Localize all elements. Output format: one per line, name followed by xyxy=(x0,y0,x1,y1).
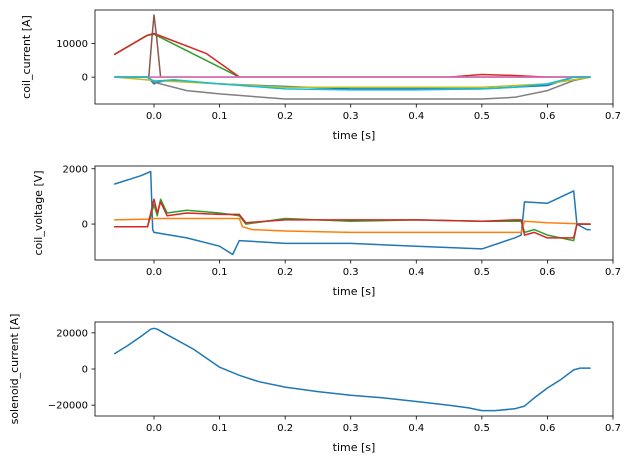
x-tick-label: 0.2 xyxy=(277,267,293,278)
series-group xyxy=(113,170,591,256)
y-tick-label: 20000 xyxy=(56,328,88,339)
x-tick-label: 0.7 xyxy=(605,267,621,278)
series-group xyxy=(113,14,591,100)
x-tick-label: 0.2 xyxy=(277,111,293,122)
x-tick-label: 0.0 xyxy=(146,267,162,278)
x-tick-label: 0.6 xyxy=(539,111,555,122)
y-axis-label: coil_voltage [V] xyxy=(32,170,45,255)
x-tick-label: 0.1 xyxy=(212,111,228,122)
axes-frame xyxy=(94,9,614,105)
series-line-voltage-2 xyxy=(113,217,591,234)
y-tick-label: 2000 xyxy=(63,164,88,175)
subplot-coil-current: 0.0 0.1 0.2 0.3 0.4 0.5 0.6 0.7 0 10000 time [s] co… xyxy=(20,9,621,142)
x-tick-label: 0.1 xyxy=(212,423,228,434)
series-line-voltage-1 xyxy=(113,170,591,256)
x-tick-label: 0.0 xyxy=(146,111,162,122)
x-tick-label: 0.1 xyxy=(212,267,228,278)
x-tick-label: 0.6 xyxy=(539,267,555,278)
y-axis-label: solenoid_current [A] xyxy=(8,314,21,425)
y-tick-label: 0 xyxy=(82,73,88,84)
y-tick-label: 10000 xyxy=(56,39,88,50)
x-tick-label: 0.7 xyxy=(605,423,621,434)
x-axis-label: time [s] xyxy=(333,285,376,298)
series-line-voltage-4 xyxy=(113,198,591,239)
x-tick-label: 0.7 xyxy=(605,111,621,122)
x-tick-label: 0.4 xyxy=(408,267,424,278)
x-axis-label: time [s] xyxy=(333,129,376,142)
x-tick-label: 0.4 xyxy=(408,111,424,122)
subplot-coil-voltage: 0.0 0.1 0.2 0.3 0.4 0.5 0.6 0.7 0 2000 time [s] coi… xyxy=(32,164,621,298)
y-tick-label: −20000 xyxy=(48,401,88,412)
x-tick-label: 0.3 xyxy=(343,423,359,434)
x-tick-label: 0.5 xyxy=(474,267,490,278)
y-axis-label: coil_current [A] xyxy=(20,15,33,99)
y-tick-label: 0 xyxy=(82,365,88,376)
x-tick-label: 0.5 xyxy=(474,423,490,434)
axes-frame xyxy=(94,165,614,261)
series-group xyxy=(113,327,591,412)
x-tick-label: 0.3 xyxy=(343,267,359,278)
x-tick-label: 0.5 xyxy=(474,111,490,122)
subplot-solenoid-current: 0.0 0.1 0.2 0.3 0.4 0.5 0.6 0.7 −20000 0 20000 time… xyxy=(8,314,621,454)
series-line-solenoid xyxy=(113,327,591,412)
x-tick-label: 0.4 xyxy=(408,423,424,434)
x-tick-label: 0.0 xyxy=(146,423,162,434)
x-axis-label: time [s] xyxy=(333,441,376,454)
x-tick-label: 0.2 xyxy=(277,423,293,434)
series-line-coil-10 xyxy=(113,76,591,91)
y-tick-label: 0 xyxy=(82,220,88,231)
x-tick-label: 0.6 xyxy=(539,423,555,434)
x-tick-label: 0.3 xyxy=(343,111,359,122)
